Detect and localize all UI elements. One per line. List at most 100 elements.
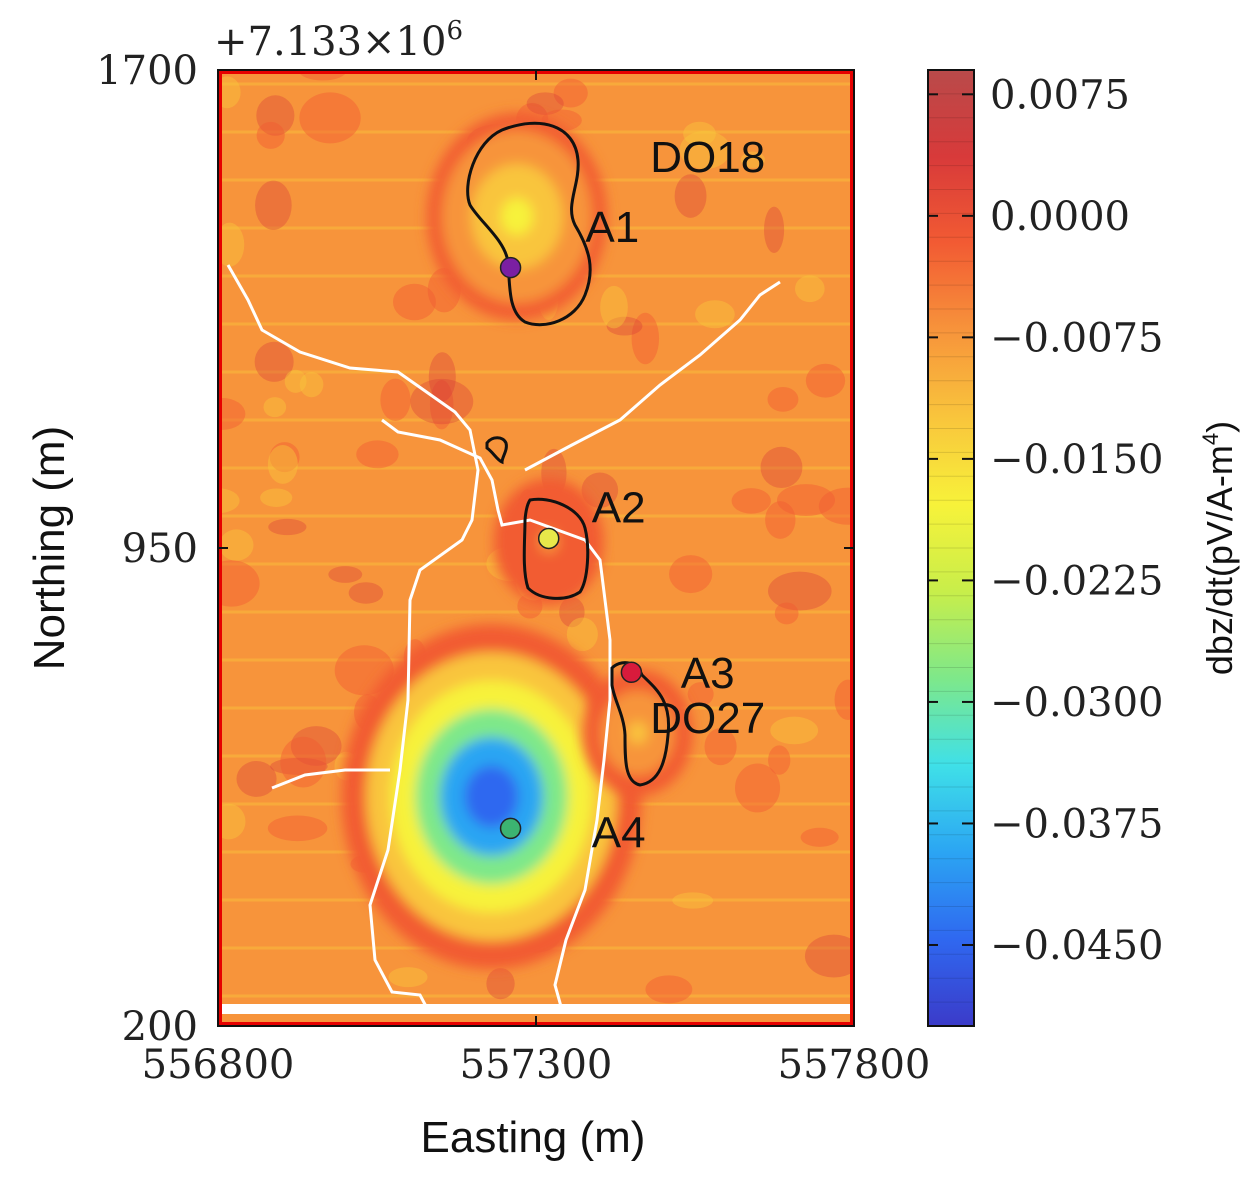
texture-patch <box>348 582 384 604</box>
outline-a2 <box>522 497 590 600</box>
x-tick-label: 557800 <box>778 1042 931 1088</box>
anomaly-contour <box>627 721 648 745</box>
colorbar-label-close: ) <box>1199 421 1240 433</box>
texture-patch <box>559 597 585 628</box>
markers-layer <box>499 256 643 840</box>
texture-patch <box>380 378 411 422</box>
x-tick-label: 556800 <box>142 1042 295 1088</box>
texture-patch <box>834 679 854 721</box>
texture-patch <box>236 760 277 797</box>
texture-patch <box>674 174 707 218</box>
texture-patch <box>392 283 436 321</box>
texture-patch <box>280 736 327 788</box>
texture-patch <box>768 571 832 611</box>
offset-label-exponent: 6 <box>446 16 463 46</box>
texture-patch <box>256 121 285 149</box>
texture-patch-light <box>683 121 716 146</box>
colorbar: 0.0075 0.0000 −0.0075 −0.0150 −0.0225 −0.0300… <box>927 69 1240 1027</box>
colorbar-tick-label: −0.0450 <box>990 923 1163 969</box>
texture-patch <box>704 728 737 766</box>
road-southwest <box>271 768 390 790</box>
texture-patch <box>256 95 295 136</box>
colorbar-tick-label: −0.0300 <box>990 680 1163 726</box>
texture-patch <box>299 92 361 144</box>
texture-patch <box>818 487 854 525</box>
texture-patch <box>581 472 619 508</box>
y-tick-label: 950 <box>122 526 198 572</box>
texture-patch-light <box>672 892 714 909</box>
texture-patch <box>218 560 260 607</box>
colorbar-tick-label: −0.0150 <box>990 437 1163 483</box>
outline-a1 <box>466 121 592 327</box>
texture-patch-light <box>218 76 241 109</box>
texture-patch <box>356 440 399 469</box>
drillhole-marker <box>537 527 560 550</box>
colorbar-tick-label: 0.0075 <box>990 72 1130 118</box>
texture-patch <box>429 379 454 430</box>
texture-patch <box>254 341 294 382</box>
y-tick-label: 200 <box>122 1004 198 1050</box>
annotation-label: DO27 <box>650 694 765 743</box>
x-tick-label: 557300 <box>460 1042 613 1088</box>
texture-patch-light <box>218 222 245 267</box>
texture-patch-light <box>267 444 298 484</box>
colorbar-bands <box>928 93 974 1003</box>
x-axis-label: Easting (m) <box>421 1113 646 1162</box>
texture-patch <box>269 442 300 473</box>
road-west <box>226 264 480 1011</box>
offset-label-base: +7.133×10 <box>214 19 446 65</box>
annotations-layer: A1 A2 A3 A4 DO18 DO27 <box>585 133 765 858</box>
roads-layer <box>226 264 781 1011</box>
texture-patch <box>669 555 713 594</box>
texture-patch-light <box>600 285 628 329</box>
colorbar-ticks: 0.0075 0.0000 −0.0075 −0.0150 −0.0225 −0.0300… <box>928 72 1163 969</box>
y-axis: 200 950 1700 <box>96 48 854 1050</box>
texture-patch <box>267 815 328 842</box>
texture-patch <box>290 726 342 766</box>
annotation-label: A1 <box>585 203 639 252</box>
offset-label: +7.133×106 <box>214 16 463 65</box>
drillhole-marker <box>499 256 522 279</box>
x-axis: 556800 557300 557800 <box>142 70 931 1088</box>
texture-patch <box>731 488 771 514</box>
texture-patch <box>270 757 328 775</box>
anomaly-contour <box>464 765 519 828</box>
texture-patch <box>486 968 515 1000</box>
colorbar-tick-label: −0.0075 <box>990 315 1163 361</box>
texture-patch-light <box>299 372 324 398</box>
anomaly-layer <box>341 113 693 970</box>
texture-patch <box>774 602 799 625</box>
texture-patch <box>428 352 456 402</box>
texture-patch <box>804 934 854 978</box>
texture-patch <box>735 763 781 813</box>
annotation-label: A2 <box>592 484 646 533</box>
anomaly <box>426 113 607 321</box>
texture-patch <box>777 484 836 517</box>
colorbar-frame <box>927 69 975 1027</box>
texture-patch-light <box>695 300 735 329</box>
texture-patch <box>631 312 660 365</box>
texture-patch <box>805 363 846 398</box>
texture-patch <box>765 501 796 539</box>
colorbar-label: dbz/dt(pV/A-m4) <box>1198 421 1240 675</box>
road-center <box>381 418 612 1011</box>
colorbar-tick-label: 0.0000 <box>990 194 1130 240</box>
texture-patch <box>328 566 363 583</box>
texture-patch <box>526 92 564 115</box>
texture-patch-light <box>679 130 731 170</box>
colorbar-label-exponent: 4 <box>1198 433 1223 445</box>
texture-patch-light <box>219 529 254 561</box>
plot-area: A1 A2 A3 A4 DO18 DO27 <box>217 69 855 1027</box>
annotation-label: A4 <box>592 809 646 858</box>
texture-patch-light <box>795 275 825 303</box>
texture-patch <box>687 682 714 707</box>
texture-patch-light <box>263 397 287 418</box>
y-tick-label: 1700 <box>96 48 198 94</box>
colorbar-label-main: dbz/dt(pV/A-m <box>1199 445 1240 675</box>
texture-patch <box>760 446 803 489</box>
texture-patch <box>645 975 693 1004</box>
colorbar-tick-label: −0.0375 <box>990 801 1163 847</box>
texture-patch-light <box>218 488 240 514</box>
texture-patch <box>800 827 839 847</box>
